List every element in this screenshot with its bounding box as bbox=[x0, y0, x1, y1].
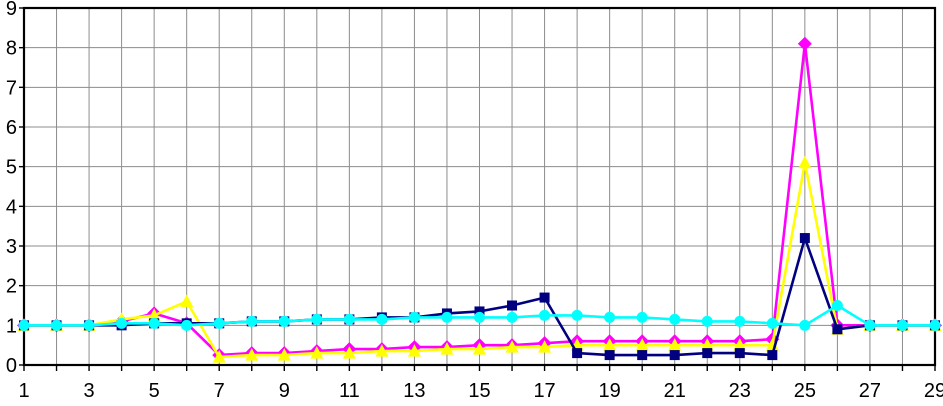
y-axis-label: 9 bbox=[6, 0, 17, 20]
marker-triangle bbox=[473, 342, 486, 355]
marker-circle bbox=[181, 319, 193, 331]
marker-square bbox=[669, 350, 680, 361]
marker-diamond bbox=[797, 36, 812, 51]
marker-circle bbox=[18, 319, 30, 331]
x-axis-label: 23 bbox=[729, 380, 751, 402]
marker-square bbox=[637, 350, 648, 361]
marker-circle bbox=[506, 311, 518, 323]
y-axis-label: 4 bbox=[6, 196, 17, 218]
marker-square bbox=[507, 300, 518, 311]
marker-circle bbox=[376, 313, 388, 325]
marker-circle bbox=[669, 313, 681, 325]
y-axis-label: 7 bbox=[6, 77, 17, 99]
x-axis-label: 25 bbox=[794, 380, 816, 402]
x-axis-label: 29 bbox=[924, 380, 943, 402]
marker-circle bbox=[408, 311, 420, 323]
marker-circle bbox=[636, 311, 648, 323]
marker-circle bbox=[343, 313, 355, 325]
x-axis-label: 17 bbox=[533, 380, 555, 402]
marker-circle bbox=[311, 313, 323, 325]
marker-circle bbox=[766, 317, 778, 329]
marker-triangle bbox=[245, 348, 259, 361]
marker-square bbox=[539, 292, 550, 303]
marker-triangle bbox=[407, 344, 421, 357]
marker-circle bbox=[278, 315, 290, 327]
marker-circle bbox=[896, 319, 908, 331]
marker-triangle bbox=[147, 308, 161, 321]
x-axis-label: 3 bbox=[84, 380, 95, 402]
marker-circle bbox=[148, 317, 160, 329]
y-axis-label: 0 bbox=[6, 355, 17, 377]
marker-circle bbox=[83, 319, 95, 331]
marker-triangle bbox=[212, 350, 226, 363]
y-axis-label: 2 bbox=[6, 276, 17, 298]
marker-square bbox=[572, 348, 583, 359]
x-axis-label: 1 bbox=[18, 380, 29, 402]
marker-circle bbox=[441, 311, 453, 323]
marker-circle bbox=[246, 315, 258, 327]
x-axis-label: 11 bbox=[339, 380, 360, 402]
marker-square bbox=[734, 348, 745, 359]
marker-square bbox=[799, 233, 810, 244]
marker-square bbox=[702, 348, 713, 359]
x-axis-label: 27 bbox=[859, 380, 881, 402]
marker-triangle bbox=[375, 344, 389, 357]
x-axis-label: 5 bbox=[149, 380, 160, 402]
y-axis-label: 5 bbox=[6, 157, 17, 179]
cyan-circle-series bbox=[18, 300, 941, 331]
marker-triangle bbox=[505, 340, 519, 353]
marker-square bbox=[474, 306, 485, 317]
marker-circle bbox=[831, 300, 843, 311]
x-axis-label: 15 bbox=[468, 380, 490, 402]
x-axis-label: 21 bbox=[664, 380, 686, 402]
marker-triangle bbox=[635, 338, 649, 351]
marker-circle bbox=[116, 317, 128, 329]
marker-triangle bbox=[733, 338, 747, 351]
marker-triangle bbox=[538, 340, 552, 353]
marker-triangle bbox=[603, 338, 617, 351]
marker-triangle bbox=[342, 346, 356, 359]
marker-square bbox=[604, 350, 615, 361]
marker-circle bbox=[864, 319, 876, 331]
y-axis-label: 6 bbox=[6, 117, 17, 139]
marker-circle bbox=[51, 319, 63, 331]
marker-triangle bbox=[277, 348, 291, 361]
marker-triangle bbox=[440, 342, 454, 355]
x-axis-label: 9 bbox=[279, 380, 290, 402]
marker-circle bbox=[799, 319, 811, 331]
y-axis-label: 8 bbox=[6, 38, 17, 60]
marker-circle bbox=[571, 309, 583, 321]
x-axis-label: 13 bbox=[403, 380, 425, 402]
marker-circle bbox=[213, 317, 225, 329]
marker-triangle bbox=[700, 338, 714, 351]
y-axis-label: 1 bbox=[6, 315, 17, 337]
y-axis-label: 3 bbox=[6, 236, 17, 258]
marker-circle bbox=[929, 319, 941, 331]
marker-triangle bbox=[798, 155, 812, 169]
marker-triangle bbox=[180, 294, 194, 308]
marker-circle bbox=[734, 315, 746, 327]
marker-square bbox=[767, 350, 778, 361]
marker-circle bbox=[474, 311, 485, 323]
x-axis-label: 19 bbox=[599, 380, 621, 402]
marker-triangle bbox=[668, 338, 682, 351]
marker-triangle bbox=[310, 346, 324, 359]
marker-square bbox=[832, 324, 843, 335]
marker-circle bbox=[701, 315, 713, 327]
x-axis-label: 7 bbox=[214, 380, 225, 402]
marker-circle bbox=[604, 311, 616, 323]
marker-circle bbox=[539, 309, 551, 321]
